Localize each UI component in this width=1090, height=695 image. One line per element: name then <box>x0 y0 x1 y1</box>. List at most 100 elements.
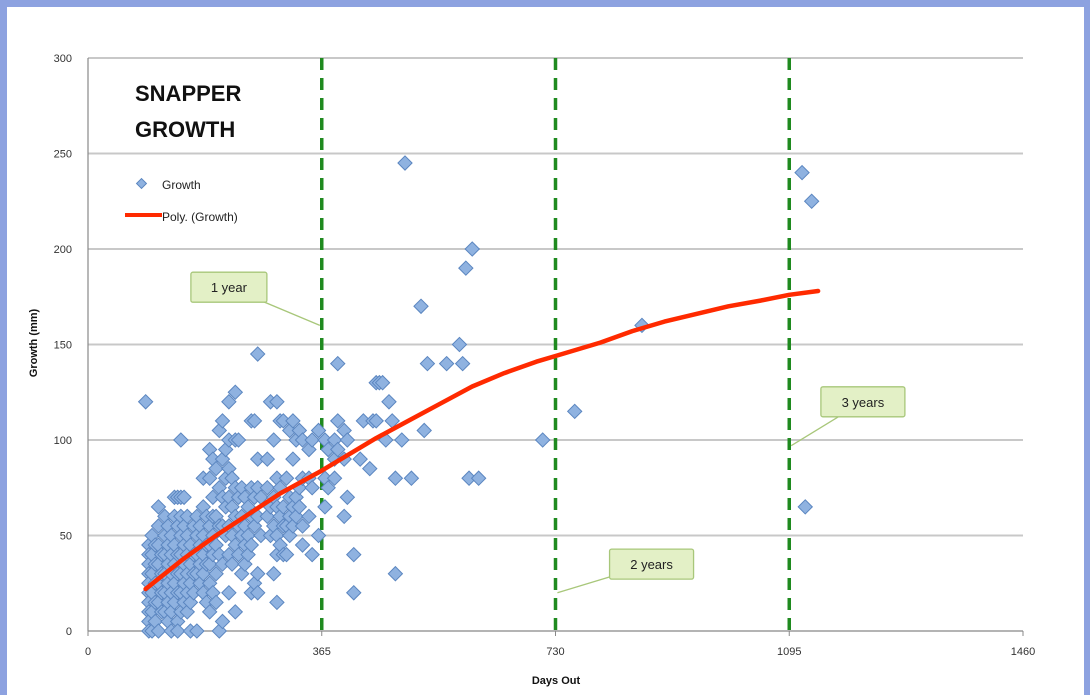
growth-point <box>317 499 333 515</box>
growth-point <box>387 565 404 582</box>
callout-text-3: 3 years <box>842 395 885 410</box>
growth-point <box>214 613 231 630</box>
growth-point <box>310 527 327 544</box>
y-tick-label-250: 250 <box>54 149 72 161</box>
y-tick-label-300: 300 <box>54 53 72 65</box>
growth-point <box>246 413 263 429</box>
growth-point <box>374 374 391 391</box>
growth-point <box>339 432 356 448</box>
growth-point <box>189 623 205 639</box>
growth-point <box>320 479 336 496</box>
growth-point <box>320 441 336 458</box>
growth-point <box>249 451 266 467</box>
growth-point <box>259 479 276 496</box>
growth-point <box>249 565 266 582</box>
growth-point <box>304 546 320 563</box>
growth-point <box>201 470 218 486</box>
growth-point <box>185 585 202 601</box>
growth-point <box>413 298 429 315</box>
growth-point <box>438 355 455 372</box>
growth-point <box>451 336 468 353</box>
growth-point <box>794 164 810 181</box>
y-tick-label-200: 200 <box>54 244 72 256</box>
growth-point <box>458 260 474 276</box>
growth-point <box>221 394 237 410</box>
growth-point <box>253 527 269 544</box>
growth-point <box>227 604 244 620</box>
annotations: 1 year 2 years 3 years <box>190 271 906 594</box>
y-axis-title: Growth (mm) <box>28 308 40 377</box>
growth-point <box>278 546 295 563</box>
legend-label-growth: Growth <box>162 178 201 192</box>
growth-point <box>339 489 356 506</box>
growth-point <box>249 585 266 601</box>
y-tick-label-100: 100 <box>54 435 72 447</box>
growth-point <box>352 451 368 467</box>
growth-point <box>368 413 384 429</box>
growth-point <box>224 556 240 572</box>
growth-point <box>362 460 378 477</box>
x-tick-label-365: 365 <box>313 646 331 658</box>
growth-point <box>329 355 346 372</box>
callout-text-2: 2 years <box>630 557 673 572</box>
growth-point <box>137 394 154 410</box>
growth-point <box>150 518 167 534</box>
growth-point <box>169 623 186 639</box>
growth-point <box>208 565 224 582</box>
growth-point <box>566 403 583 420</box>
legend: Growth Poly. (Growth) <box>125 177 238 224</box>
growth-point <box>265 432 282 448</box>
growth-point <box>275 413 292 429</box>
growth-point <box>275 499 292 515</box>
growth-point <box>243 537 260 553</box>
growth-point <box>230 432 247 448</box>
growth-point <box>329 441 346 458</box>
growth-point <box>278 470 295 486</box>
legend-label-trend: Poly. (Growth) <box>162 210 238 224</box>
growth-point <box>208 594 224 611</box>
growth-point <box>227 384 244 401</box>
growth-point <box>355 413 372 429</box>
growth-point <box>205 489 221 506</box>
growth-point <box>470 470 487 486</box>
x-tick-label-0: 0 <box>85 646 91 658</box>
growth-point <box>294 518 311 534</box>
growth-point <box>304 479 320 496</box>
growth-point <box>285 451 301 467</box>
callout-box-2 <box>608 548 695 580</box>
growth-point <box>176 489 192 506</box>
growth-point <box>294 537 311 553</box>
callout-text-1: 1 year <box>211 280 248 295</box>
growth-point <box>150 623 167 639</box>
growth-point <box>230 546 247 563</box>
growth-point <box>150 499 167 515</box>
growth-point <box>179 508 196 525</box>
growth-point <box>394 432 410 448</box>
growth-point <box>345 585 362 601</box>
growth-point <box>310 422 327 439</box>
growth-point <box>259 451 276 467</box>
x-axis-title: Days Out <box>532 675 581 687</box>
growth-point <box>285 413 301 429</box>
growth-point <box>454 355 471 372</box>
growth-point <box>381 394 397 410</box>
growth-point <box>326 470 343 486</box>
growth-point <box>397 155 413 171</box>
callout-box-1 <box>190 271 268 303</box>
growth-point <box>387 470 404 486</box>
chart-title-line-2: GROWTH <box>135 117 235 142</box>
growth-point <box>336 508 352 525</box>
growth-point <box>291 499 308 515</box>
growth-point <box>803 193 820 210</box>
y-tick-label-150: 150 <box>54 340 72 352</box>
growth-point <box>265 565 282 582</box>
x-tick-label-730: 730 <box>546 646 564 658</box>
growth-point <box>345 546 362 563</box>
growth-point <box>214 413 231 429</box>
chart-title-line-1: SNAPPER <box>135 81 241 106</box>
growth-point <box>797 499 814 515</box>
growth-point <box>221 585 237 601</box>
growth-point <box>403 470 420 486</box>
growth-point <box>173 432 189 448</box>
